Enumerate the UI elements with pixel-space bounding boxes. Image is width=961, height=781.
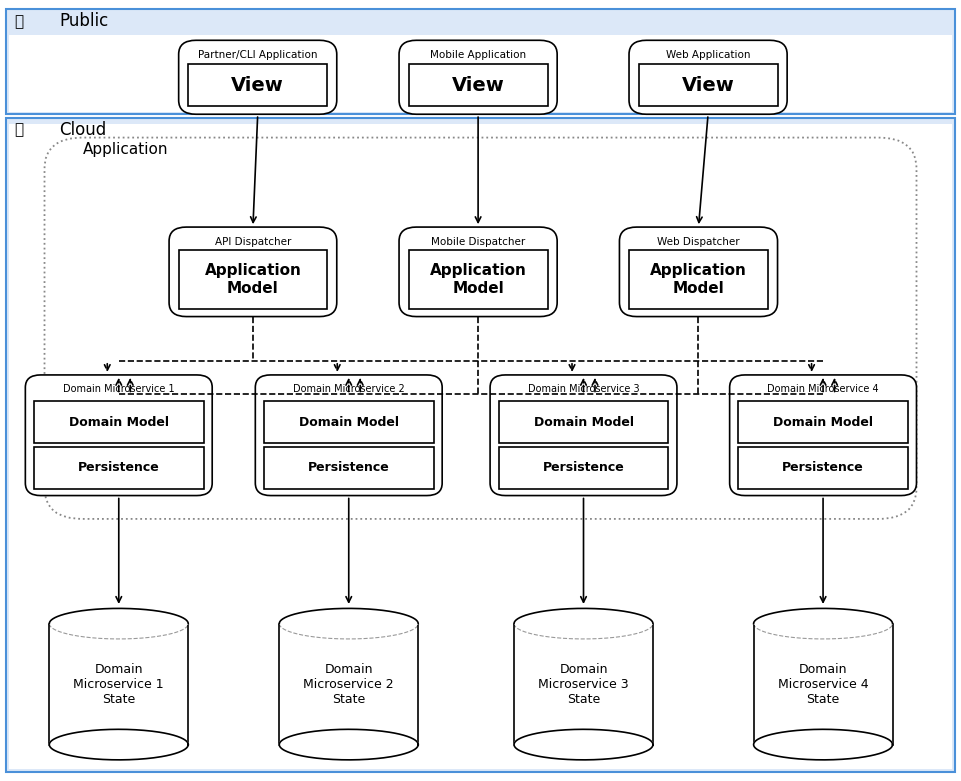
Text: 👥: 👥 (13, 14, 23, 29)
Text: Application: Application (83, 141, 168, 157)
Polygon shape (280, 608, 418, 624)
Text: Persistence: Persistence (782, 461, 864, 474)
Bar (34, 401, 204, 443)
Text: Domain Microservice 4: Domain Microservice 4 (767, 384, 879, 394)
Bar (738, 401, 908, 443)
Text: Application
Model: Application Model (650, 263, 747, 296)
Bar (753, 624, 893, 744)
Bar (179, 251, 327, 308)
Polygon shape (280, 729, 418, 760)
Text: Domain Model: Domain Model (773, 415, 873, 429)
Bar (34, 447, 204, 489)
Text: 🌥: 🌥 (13, 123, 23, 137)
FancyBboxPatch shape (399, 41, 557, 114)
Bar (639, 63, 777, 106)
Bar (280, 624, 418, 744)
Text: Domain Model: Domain Model (69, 415, 169, 429)
Text: Application
Model: Application Model (430, 263, 527, 296)
Text: Public: Public (59, 12, 109, 30)
FancyBboxPatch shape (25, 375, 212, 496)
Polygon shape (49, 729, 188, 760)
Text: Domain
Microservice 4
State: Domain Microservice 4 State (777, 662, 869, 705)
FancyBboxPatch shape (169, 227, 336, 316)
Bar (6, 9, 955, 114)
Polygon shape (514, 608, 653, 624)
Bar (264, 401, 433, 443)
Text: Web Application: Web Application (666, 51, 751, 60)
Text: Persistence: Persistence (543, 461, 625, 474)
Bar (514, 624, 653, 744)
FancyBboxPatch shape (179, 41, 336, 114)
Polygon shape (753, 608, 893, 624)
Bar (9, 123, 952, 769)
Text: Domain Model: Domain Model (533, 415, 633, 429)
Text: Cloud: Cloud (59, 121, 106, 139)
Bar (9, 35, 952, 112)
Polygon shape (514, 729, 653, 760)
Bar (49, 624, 188, 744)
Polygon shape (49, 608, 188, 624)
Text: Domain Microservice 1: Domain Microservice 1 (63, 384, 175, 394)
FancyBboxPatch shape (620, 227, 777, 316)
Bar (6, 118, 955, 772)
FancyBboxPatch shape (629, 41, 787, 114)
Bar (499, 447, 668, 489)
Bar (408, 251, 548, 308)
Text: Application
Model: Application Model (205, 263, 302, 296)
Text: Domain Microservice 3: Domain Microservice 3 (528, 384, 639, 394)
Text: Domain
Microservice 1
State: Domain Microservice 1 State (73, 662, 164, 705)
FancyBboxPatch shape (729, 375, 917, 496)
Text: View: View (681, 76, 734, 95)
Text: Partner/CLI Application: Partner/CLI Application (198, 51, 317, 60)
Text: Persistence: Persistence (78, 461, 160, 474)
Text: API Dispatcher: API Dispatcher (214, 237, 291, 248)
FancyBboxPatch shape (256, 375, 442, 496)
Text: Domain Microservice 2: Domain Microservice 2 (293, 384, 405, 394)
Text: Web Dispatcher: Web Dispatcher (657, 237, 740, 248)
Polygon shape (753, 729, 893, 760)
Text: Mobile Application: Mobile Application (430, 51, 527, 60)
FancyBboxPatch shape (399, 227, 557, 316)
Text: Persistence: Persistence (308, 461, 389, 474)
Bar (264, 447, 433, 489)
Text: Domain
Microservice 2
State: Domain Microservice 2 State (304, 662, 394, 705)
Bar (408, 63, 548, 106)
Bar (499, 401, 668, 443)
FancyBboxPatch shape (490, 375, 677, 496)
Bar (738, 447, 908, 489)
Text: View: View (232, 76, 284, 95)
Text: Domain
Microservice 3
State: Domain Microservice 3 State (538, 662, 628, 705)
Bar (188, 63, 327, 106)
Text: View: View (452, 76, 505, 95)
Bar (629, 251, 768, 308)
Text: Domain Model: Domain Model (299, 415, 399, 429)
Text: Mobile Dispatcher: Mobile Dispatcher (431, 237, 526, 248)
